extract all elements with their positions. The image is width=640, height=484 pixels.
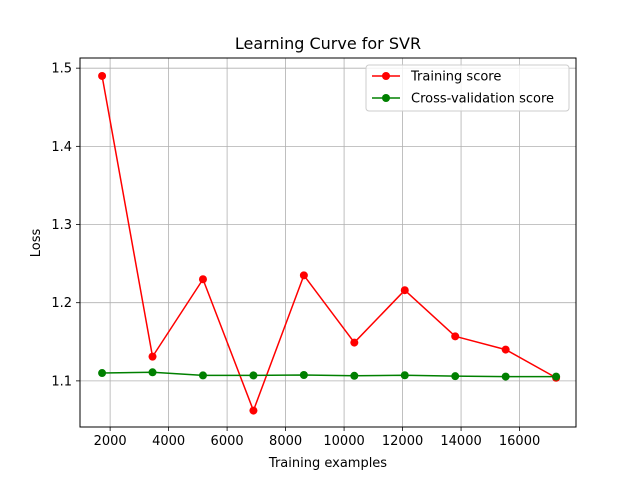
x-tick-label: 10000 (323, 434, 364, 449)
x-tick-label: 14000 (440, 434, 481, 449)
data-point-cross-validation-score (299, 371, 308, 380)
legend-label-training: Training score (410, 70, 501, 85)
series-layer (98, 71, 561, 415)
data-point-cross-validation-score (501, 372, 510, 381)
y-axis-ticks: 1.1 1.2 1.3 1.4 1.5 (51, 62, 80, 389)
data-point-cross-validation-score (249, 371, 258, 380)
series-line-cross-validation-score (102, 371, 557, 378)
legend-marker-cross-validation (382, 94, 390, 102)
y-tick-label: 1.4 (51, 140, 72, 155)
x-tick-label: 6000 (211, 434, 244, 449)
series-training-score (98, 71, 561, 415)
data-point-cross-validation-score (98, 369, 107, 378)
y-tick-label: 1.3 (51, 218, 72, 233)
data-point-training-score (400, 286, 409, 295)
series-cross-validation-score (98, 368, 561, 381)
y-tick-label: 1.5 (51, 62, 72, 77)
x-axis-label: Training examples (268, 456, 387, 471)
data-point-training-score (299, 271, 308, 280)
grid-layer (80, 58, 576, 427)
data-point-cross-validation-score (350, 371, 359, 380)
x-tick-label: 16000 (499, 434, 540, 449)
y-tick-label: 1.2 (51, 296, 72, 311)
data-point-training-score (249, 406, 258, 415)
data-point-training-score (148, 352, 157, 361)
x-axis-ticks: 2000 4000 6000 8000 10000 12000 14000 16000 (94, 427, 540, 449)
data-point-training-score (198, 275, 207, 284)
plot-area-frame (79, 57, 577, 428)
chart-legend: Training score Cross-validation score (365, 64, 570, 112)
data-point-training-score (350, 338, 359, 347)
data-point-training-score (501, 345, 510, 354)
data-point-cross-validation-score (400, 371, 409, 380)
legend-box (365, 64, 570, 112)
x-tick-label: 8000 (269, 434, 302, 449)
data-point-cross-validation-score (451, 372, 460, 381)
y-axis-label: Loss (29, 229, 44, 258)
y-tick-label: 1.1 (51, 374, 72, 389)
data-point-training-score (98, 71, 107, 80)
data-point-cross-validation-score (552, 372, 561, 381)
data-point-cross-validation-score (198, 371, 207, 380)
x-tick-label: 4000 (152, 434, 185, 449)
x-tick-label: 12000 (382, 434, 423, 449)
chart-title: Learning Curve for SVR (235, 34, 421, 53)
data-point-training-score (451, 332, 460, 341)
legend-marker-training (382, 72, 390, 80)
x-tick-label: 2000 (94, 434, 127, 449)
series-line-training-score (101, 75, 557, 412)
data-point-cross-validation-score (148, 368, 157, 377)
legend-label-cross-validation: Cross-validation score (411, 92, 554, 107)
